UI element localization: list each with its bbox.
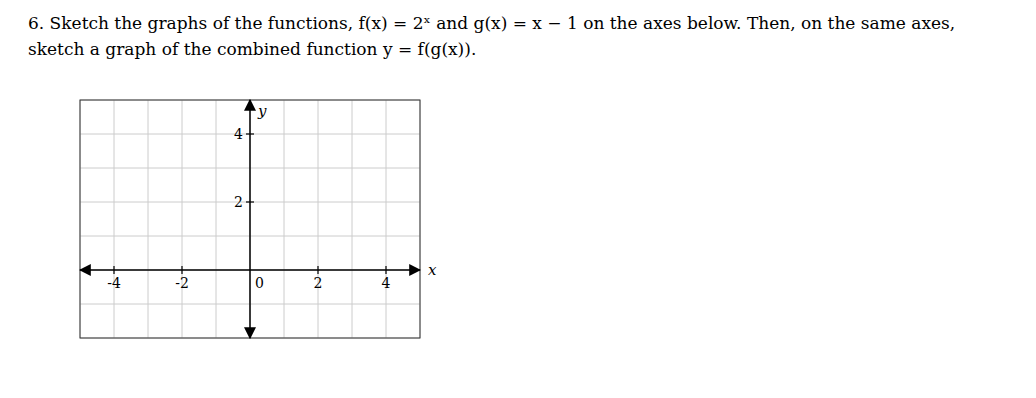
y-axis (249, 100, 251, 338)
x-tick-label: 2 (314, 275, 323, 291)
chart: -4 -2 0 2 4 2 4 x y (0, 0, 1036, 398)
plot-frame (80, 100, 420, 338)
grid-line-x (148, 100, 149, 338)
grid-line-x (216, 100, 217, 338)
grid-line-x (114, 100, 115, 338)
grid (80, 100, 420, 338)
x-tick-label: 0 (255, 275, 264, 291)
x-tick (113, 266, 114, 274)
grid-line-x (352, 100, 353, 338)
grid-line-x (250, 100, 251, 338)
x-axis-label: x (428, 261, 437, 279)
x-tick (317, 266, 318, 274)
x-tick (385, 266, 386, 274)
y-tick-label: 4 (234, 126, 243, 142)
grid-line-x (386, 100, 387, 338)
x-tick-label: -2 (175, 275, 189, 291)
x-tick-label: 4 (382, 275, 391, 291)
x-tick-label: -4 (107, 275, 121, 291)
title: 6. Sketch the graphs of the functions, f… (28, 10, 1008, 62)
grid-line-x (182, 100, 183, 338)
y-tick (246, 201, 254, 202)
x-tick (181, 266, 182, 274)
y-tick-label: 2 (234, 194, 243, 210)
grid-line-y (80, 134, 420, 135)
grid-line-y (80, 202, 420, 203)
y-tick (246, 133, 254, 134)
grid-line-x (284, 100, 285, 338)
grid-line-x (318, 100, 319, 338)
y-axis-label: y (257, 102, 267, 120)
